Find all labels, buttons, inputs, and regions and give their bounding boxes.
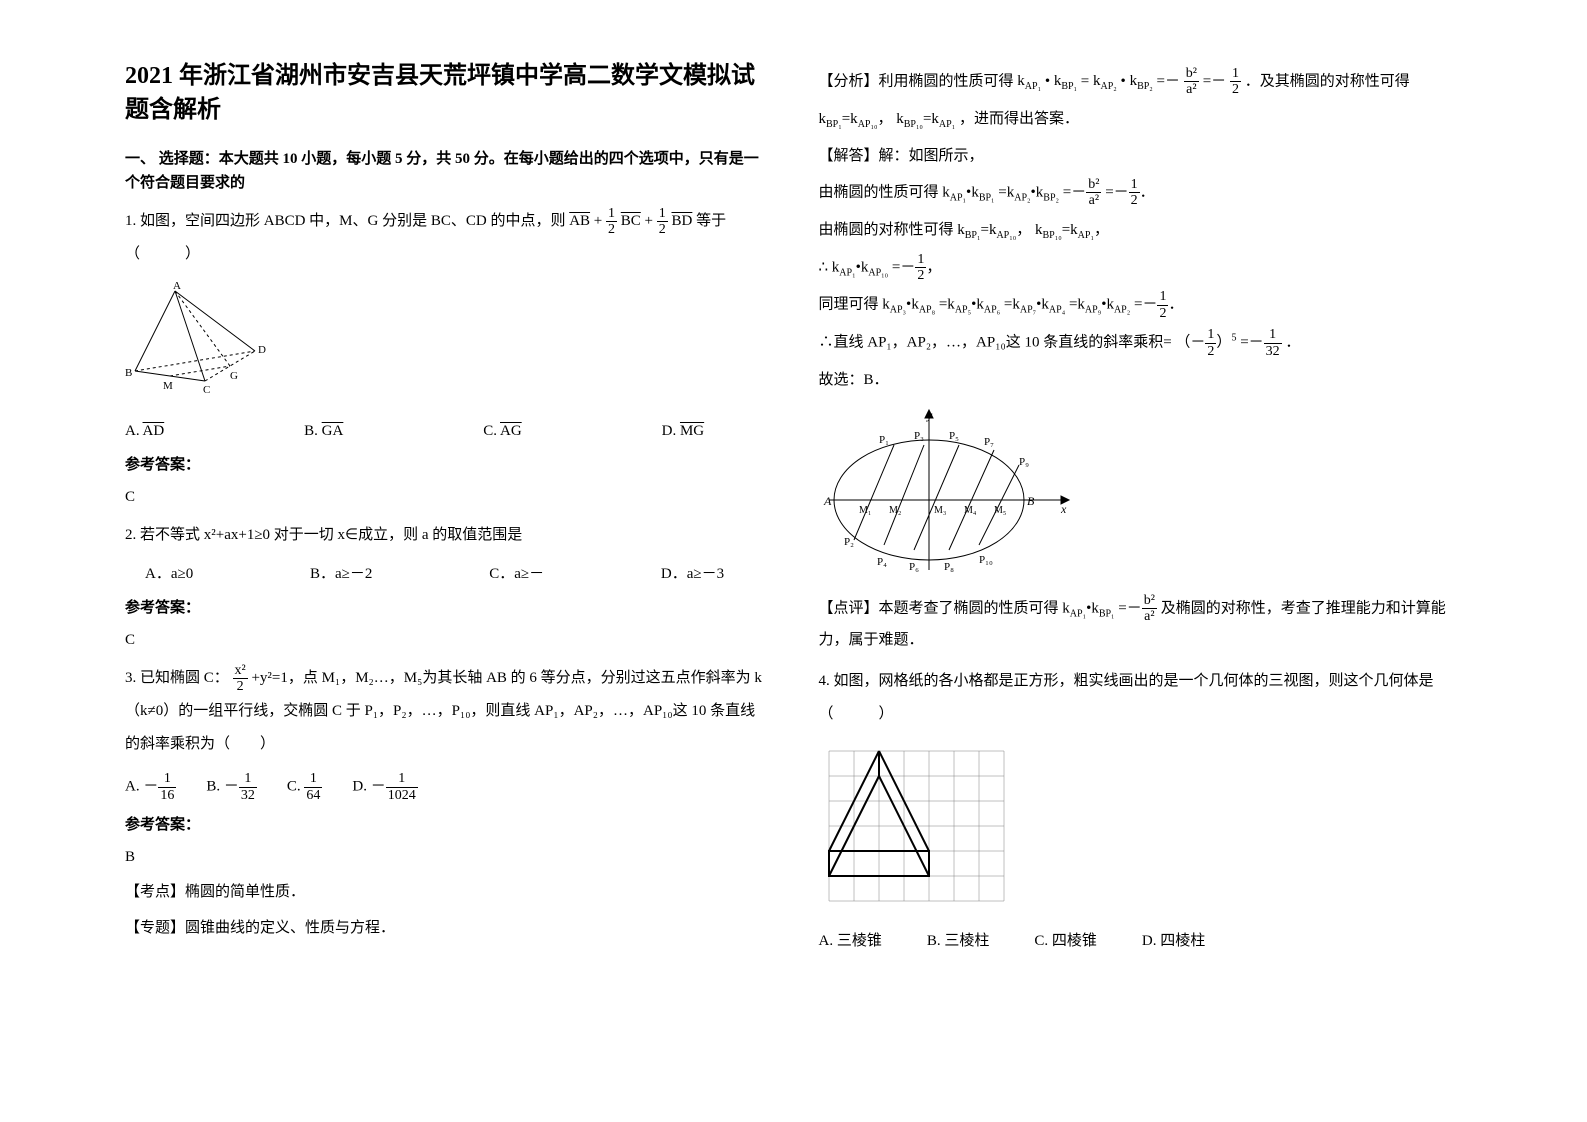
q3-answer-label: 参考答案： <box>125 813 769 837</box>
q1-answer-label: 参考答案： <box>125 453 769 477</box>
q1-stem-prefix: 1. 如图，空间四边形 ABCD 中，M、G 分别是 BC、CD 的中点，则 <box>125 213 569 229</box>
right-column: 【分析】利用椭圆的性质可得 kAP₁ • kBP₁ = kAP₂ • kBP₂ … <box>794 60 1488 1092</box>
q1-opt-c: C. AG <box>483 419 521 443</box>
k-ap1: kAP₁ <box>1017 73 1041 89</box>
question-3: 3. 已知椭圆 C： x² 2 +y²=1，点 M₁，M₂…，M₅为其长轴 AB… <box>125 662 769 761</box>
q4-opt-a: A. 三棱锥 <box>819 929 882 953</box>
q1-vec-bd: BD <box>672 213 693 229</box>
svg-text:G: G <box>230 370 238 382</box>
left-column: 2021 年浙江省湖州市安吉县天荒坪镇中学高二数学文模拟试题含解析 一、 选择题… <box>100 60 794 1092</box>
q1-vec-bc: BC <box>621 213 641 229</box>
q3-topic: 【专题】圆锥曲线的定义、性质与方程． <box>125 913 769 943</box>
section-1-heading: 一、 选择题：本大题共 10 小题，每小题 5 分，共 50 分。在每小题给出的… <box>125 147 769 195</box>
q2-opt-b: B．a≥－2 <box>310 562 372 586</box>
svg-text:P₈: P₈ <box>944 561 954 573</box>
svg-text:P₆: P₆ <box>909 561 919 573</box>
q3-opt-c: C. 164 <box>287 771 323 803</box>
q1-vec-ab: AB <box>569 213 590 229</box>
question-1: 1. 如图，空间四边形 ABCD 中，M、G 分别是 BC、CD 的中点，则 A… <box>125 205 769 271</box>
exam-title: 2021 年浙江省湖州市安吉县天荒坪镇中学高二数学文模拟试题含解析 <box>125 60 769 127</box>
svg-text:M₃: M₃ <box>934 505 946 516</box>
q2-answer: C <box>125 628 769 652</box>
conclusion-line: ∴直线 AP₁，AP₂，…，AP₁₀这 10 条直线的斜率乘积= （－12）5 … <box>819 327 1463 359</box>
q2-opt-d: D．a≥－3 <box>661 562 724 586</box>
k-bp2: kBP₂ <box>1130 73 1153 89</box>
svg-text:P₁: P₁ <box>879 434 889 446</box>
q3-opt-b: B. －132 <box>206 771 257 803</box>
svg-text:C: C <box>203 384 210 396</box>
q4-opt-b: B. 三棱柱 <box>927 929 990 953</box>
q1-frac2: 1 2 <box>657 206 668 238</box>
svg-text:M₂: M₂ <box>889 505 901 516</box>
therefore-line: ∴ kAP₁•kAP₁₀ =－12， <box>819 252 1463 284</box>
q1-opt-d: D. MG <box>662 419 705 443</box>
k-bp1: kBP₁ <box>1054 73 1077 89</box>
k-ap2: kAP₂ <box>1093 73 1117 89</box>
q1-frac1: 1 2 <box>606 206 617 238</box>
q2-opt-c: C．a≥－ <box>489 562 544 586</box>
q3-opt-d: D. －11024 <box>352 771 417 803</box>
q1-answer: C <box>125 485 769 509</box>
analysis-line-2: kBP₁=kAP₁₀， kBP₁₀=kAP₁ ，进而得出答案． <box>819 104 1463 135</box>
svg-text:P₇: P₇ <box>984 436 994 448</box>
pick-line: 故选：B． <box>819 365 1463 395</box>
q4-options: A. 三棱锥 B. 三棱柱 C. 四棱锥 D. 四棱柱 <box>819 929 1463 953</box>
svg-text:P₃: P₃ <box>914 430 924 442</box>
q3-point: 【考点】椭圆的简单性质． <box>125 877 769 907</box>
svg-text:P₅: P₅ <box>949 430 959 442</box>
svg-text:y: y <box>926 408 933 422</box>
review-line: 【点评】本题考查了椭圆的性质可得 kAP₁•kBP₁ =－b²a² 及椭圆的对称… <box>819 593 1463 655</box>
q4-opt-d: D. 四棱柱 <box>1142 929 1205 953</box>
svg-text:P₁₀: P₁₀ <box>979 554 993 566</box>
sym-line: 由椭圆的对称性可得 kBP₁=kAP₁₀， kBP₁₀=kAP₁， <box>819 215 1463 246</box>
svg-text:M: M <box>163 380 173 392</box>
q3-opt-a: A. －116 <box>125 771 176 803</box>
svg-text:M₄: M₄ <box>964 505 977 516</box>
q4-stem: 4. 如图，网格纸的各小格都是正方形，粗实线画出的是一个几何体的三视图，则这个几… <box>819 665 1463 731</box>
q2-stem: 2. 若不等式 x²+ax+1≥0 对于一切 x∈成立，则 a 的取值范围是 <box>125 519 769 552</box>
svg-text:x: x <box>1060 502 1067 516</box>
similar-line: 同理可得 kAP₃•kAP₈ =kAP₅•kAP₆ =kAP₇•kAP₄ =kA… <box>819 289 1463 321</box>
q1-opt-b: B. GA <box>304 419 343 443</box>
svg-text:P₉: P₉ <box>1019 456 1029 468</box>
svg-text:B: B <box>1027 494 1035 508</box>
solve-line: 【解答】解：如图所示， <box>819 141 1463 171</box>
q4-grid-diagram <box>819 741 1463 919</box>
q3-answer: B <box>125 845 769 869</box>
svg-text:M₁: M₁ <box>859 505 871 516</box>
prop-line: 由椭圆的性质可得 kAP₁•kBP₁ =kAP₂•kBP₂ =－b²a² =－1… <box>819 177 1463 209</box>
ellipse-diagram: y x A B P₁ P₃ P₅ P₇ P₉ P₂ P₄ P₆ P₈ P₁₀ M… <box>819 405 1463 583</box>
svg-text:B: B <box>125 367 132 379</box>
q4-opt-c: C. 四棱锥 <box>1034 929 1097 953</box>
svg-text:P₂: P₂ <box>844 536 854 548</box>
svg-text:A: A <box>173 281 181 292</box>
q2-answer-label: 参考答案： <box>125 596 769 620</box>
svg-text:A: A <box>823 494 832 508</box>
q3-options: A. －116 B. －132 C. 164 D. －11024 <box>125 771 769 803</box>
q1-opt-a: A. AD <box>125 419 164 443</box>
q2-opt-a: A．a≥0 <box>145 562 193 586</box>
svg-text:M₅: M₅ <box>994 505 1006 516</box>
svg-text:P₄: P₄ <box>877 556 887 568</box>
q3-frac: x² 2 <box>233 663 248 695</box>
q1-diagram: A B C D M G <box>125 281 769 409</box>
q3-prefix: 3. 已知椭圆 C： <box>125 670 229 686</box>
q1-options: A. AD B. GA C. AG D. MG <box>125 419 704 443</box>
analysis-line-1: 【分析】利用椭圆的性质可得 kAP₁ • kBP₁ = kAP₂ • kBP₂ … <box>819 66 1463 98</box>
svg-text:D: D <box>258 344 266 356</box>
q2-options: A．a≥0 B．a≥－2 C．a≥－ D．a≥－3 <box>125 562 724 586</box>
